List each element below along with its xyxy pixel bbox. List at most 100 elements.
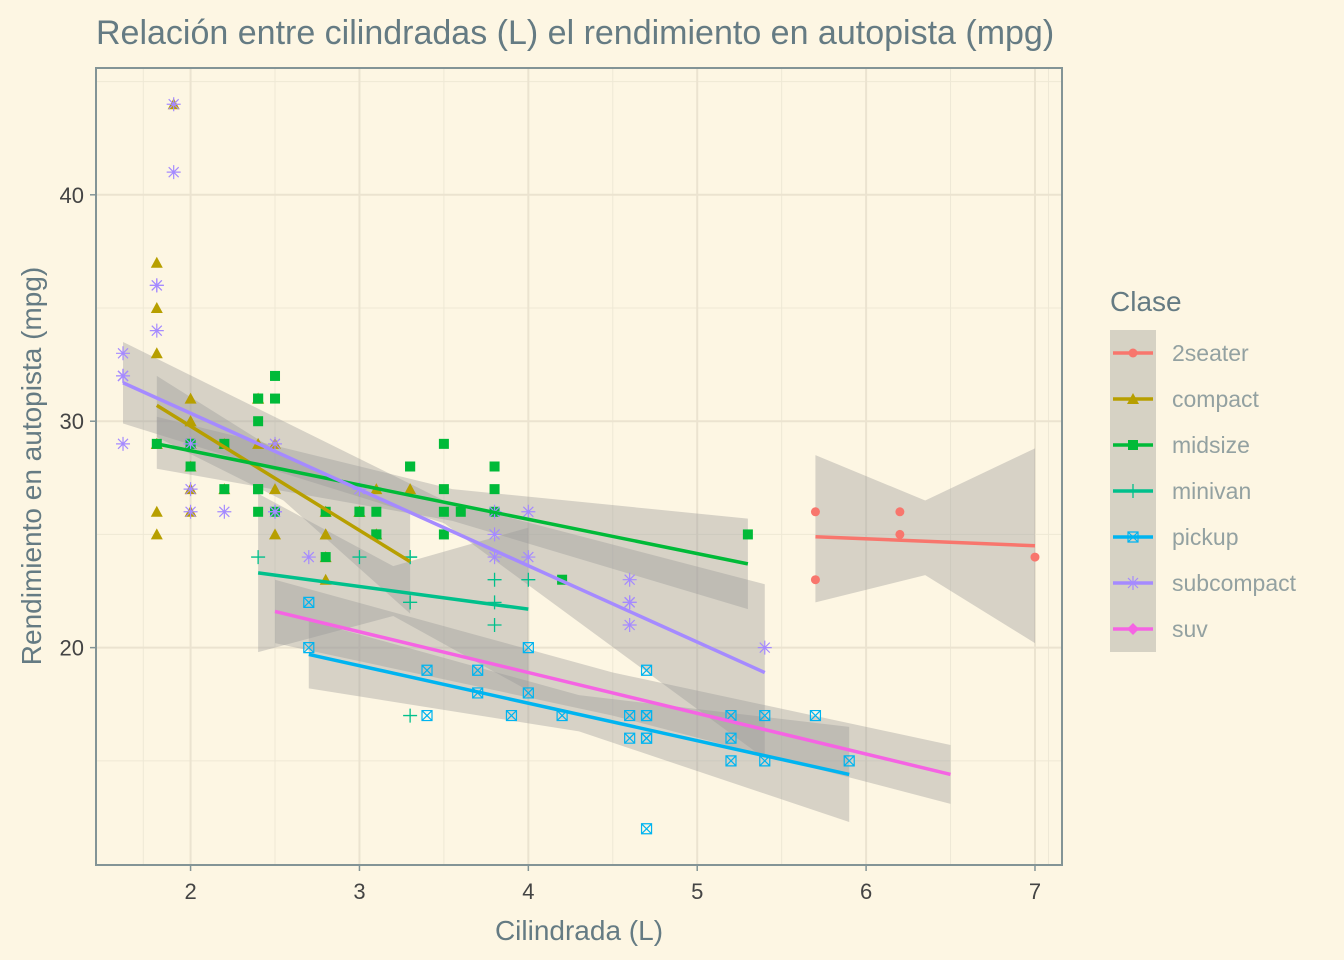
data-point-midsize [219, 438, 230, 449]
x-tick-label: 4 [522, 879, 534, 904]
data-point-pickup [505, 709, 518, 722]
data-point-midsize [438, 529, 449, 540]
x-tick-label: 3 [353, 879, 365, 904]
x-tick-label: 7 [1029, 879, 1041, 904]
legend: Clase 2seater compact midsize minivan pickup… [1110, 286, 1297, 652]
fit-line-pickup [308, 652, 850, 777]
data-point-subcompact [149, 278, 164, 293]
data-point-subcompact [183, 482, 198, 497]
x-axis-label: Cilindrada (L) [495, 915, 663, 946]
data-point-minivan [403, 595, 418, 610]
data-point-subcompact [487, 527, 502, 542]
data-point-midsize [371, 529, 382, 540]
fit-line-2seater [815, 534, 1036, 548]
legend-key-marker-midsize [1128, 440, 1138, 450]
data-point-midsize [253, 416, 264, 427]
data-point-2seater [810, 507, 820, 517]
y-axis-label: Rendimiento en autopista (mpg) [16, 267, 47, 665]
data-point-pickup [640, 664, 653, 676]
data-point-minivan [521, 572, 536, 587]
data-point-midsize [185, 461, 196, 472]
data-point-compact [319, 528, 332, 540]
data-point-midsize [742, 529, 753, 540]
data-point-subcompact [116, 436, 131, 451]
data-point-pickup [421, 709, 433, 722]
x-tick-label: 2 [184, 879, 196, 904]
data-point-subcompact [183, 436, 198, 451]
data-point-pickup [725, 732, 737, 744]
data-point-pickup [624, 709, 636, 722]
data-point-subcompact [166, 97, 181, 112]
legend-label-subcompact: subcompact [1172, 570, 1297, 596]
data-point-compact [269, 483, 282, 495]
data-point-midsize [371, 506, 382, 517]
data-point-subcompact [183, 504, 198, 519]
data-point-midsize [253, 484, 264, 495]
fit-line-minivan [257, 571, 529, 611]
data-point-midsize [438, 484, 449, 495]
data-point-subcompact [301, 550, 316, 565]
fit-line-subcompact [122, 381, 766, 675]
data-point-subcompact [521, 550, 536, 565]
data-point-midsize [489, 484, 500, 495]
data-point-pickup [522, 687, 534, 699]
data-point-subcompact [149, 323, 164, 338]
data-point-midsize [270, 370, 281, 381]
data-point-midsize [354, 506, 365, 517]
data-point-subcompact [622, 595, 637, 610]
data-point-compact [404, 483, 417, 495]
chart-title: Relación entre cilindradas (L) el rendim… [96, 14, 1054, 52]
data-point-pickup [640, 709, 653, 722]
y-tick-label: 40 [60, 183, 84, 208]
data-point-pickup [303, 642, 315, 654]
fit-line-midsize [156, 442, 749, 566]
data-point-pickup [624, 732, 636, 744]
data-point-subcompact [166, 165, 181, 180]
legend-label-minivan: minivan [1172, 478, 1251, 504]
data-point-midsize [438, 506, 449, 517]
x-tick-label: 6 [860, 879, 872, 904]
data-point-compact [184, 392, 197, 404]
data-point-pickup [843, 755, 855, 767]
data-point-2seater [895, 529, 905, 539]
data-point-minivan [352, 550, 367, 565]
legend-label-2seater: 2seater [1172, 340, 1249, 366]
data-point-pickup [725, 755, 737, 767]
plot-border [95, 67, 1063, 866]
fit-line-suv [274, 609, 951, 777]
data-point-subcompact [268, 436, 283, 451]
data-point-subcompact [757, 640, 772, 655]
confidence-band-2seater [815, 448, 1035, 644]
confidence-band-subcompact [123, 341, 765, 759]
data-point-subcompact [521, 504, 536, 519]
data-point-subcompact [622, 572, 637, 587]
data-point-midsize [489, 461, 500, 472]
legend-key-marker-subcompact [1126, 576, 1140, 590]
legend-label-compact: compact [1172, 386, 1260, 412]
data-point-pickup [809, 709, 822, 722]
legend-label-pickup: pickup [1172, 524, 1238, 550]
data-point-pickup [759, 709, 771, 722]
data-point-2seater [810, 575, 820, 585]
data-point-midsize [253, 393, 264, 404]
data-point-compact [150, 302, 163, 314]
data-point-midsize [320, 506, 331, 517]
data-point-compact [269, 528, 282, 540]
data-point-pickup [640, 823, 653, 835]
legend-label-suv: suv [1172, 616, 1208, 642]
data-point-pickup [472, 664, 484, 676]
plot-panel: 2 3 4 5 6 7 20 30 40 [60, 67, 1063, 904]
data-point-midsize [270, 393, 281, 404]
data-point-midsize [320, 552, 331, 563]
legend-title: Clase [1110, 286, 1182, 317]
data-point-midsize [405, 461, 416, 472]
data-point-midsize [253, 506, 264, 517]
data-point-subcompact [217, 504, 232, 519]
data-point-compact [150, 528, 163, 540]
data-point-compact [150, 347, 163, 359]
data-point-subcompact [622, 617, 637, 632]
data-point-subcompact [116, 368, 131, 383]
data-point-subcompact [116, 346, 131, 361]
data-point-minivan [403, 708, 418, 723]
fit-line-compact [155, 403, 412, 564]
